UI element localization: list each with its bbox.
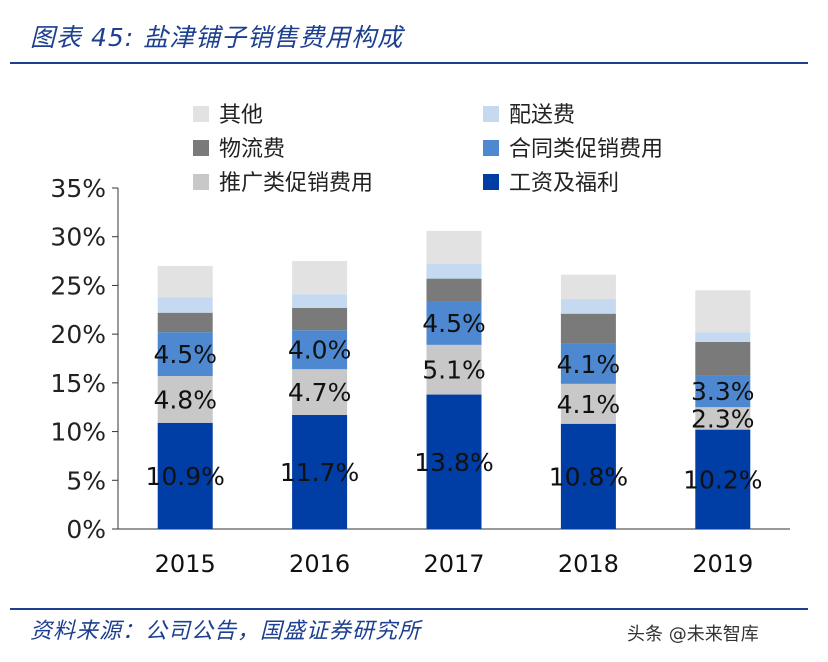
y-tick-label: 20%	[50, 320, 106, 349]
bar-segment	[560, 423, 616, 529]
legend-swatch	[193, 140, 209, 156]
legend-label: 配送费	[509, 103, 575, 128]
bar-segment	[157, 297, 213, 313]
bar-segment	[157, 332, 213, 377]
data-label: 4.1%	[557, 350, 621, 379]
data-label: 4.7%	[288, 378, 352, 407]
legend-swatch	[483, 140, 499, 156]
data-label: 13.8%	[414, 448, 493, 477]
data-label: 10.9%	[145, 462, 224, 491]
watermark: 头条 @未来智库	[627, 624, 759, 645]
x-tick-label: 2016	[289, 550, 350, 578]
bar-segment	[157, 422, 213, 529]
legend-label: 其他	[219, 103, 263, 128]
y-tick-label: 0%	[66, 515, 106, 544]
bar-segment	[560, 299, 616, 314]
x-tick-label: 2017	[423, 550, 484, 578]
header-rule	[10, 62, 808, 64]
bar-segment	[426, 230, 482, 264]
bar-segment	[426, 394, 482, 529]
bar-segment	[695, 341, 751, 376]
legend-label: 物流费	[219, 137, 285, 162]
bar-segment	[560, 343, 616, 384]
x-tick-label: 2019	[692, 550, 753, 578]
bar-segment	[695, 429, 751, 529]
bar-segment	[695, 407, 751, 430]
bar-segment	[695, 332, 751, 342]
footer-rule	[10, 608, 808, 610]
bar-segment	[292, 261, 348, 295]
x-tick-label: 2018	[558, 550, 619, 578]
legend-label: 工资及福利	[509, 171, 619, 196]
bar-segment	[157, 265, 213, 298]
bar-segment	[426, 301, 482, 345]
y-tick-label: 30%	[50, 223, 106, 252]
data-label: 5.1%	[422, 356, 486, 385]
bar-segment	[426, 263, 482, 279]
source-note: 资料来源：公司公告，国盛证券研究所	[30, 619, 422, 644]
data-label: 10.2%	[683, 465, 762, 494]
legend-swatch	[193, 174, 209, 190]
bar-segment	[426, 278, 482, 302]
data-label: 4.1%	[557, 390, 621, 419]
data-label: 11.7%	[280, 458, 359, 487]
bar-segment	[157, 312, 213, 333]
legend-swatch	[483, 106, 499, 122]
bar-segment	[292, 415, 348, 529]
y-tick-label: 15%	[50, 369, 106, 398]
bar-segment	[292, 369, 348, 416]
data-label: 2.3%	[691, 404, 755, 433]
bar-segment	[426, 344, 482, 395]
bar-segment	[157, 376, 213, 423]
data-label: 4.5%	[422, 309, 486, 338]
data-label: 3.3%	[691, 377, 755, 406]
data-label: 4.5%	[153, 340, 217, 369]
chart-title: 图表 45: 盐津铺子销售费用构成	[30, 23, 404, 52]
y-tick-label: 5%	[66, 466, 106, 495]
bar-segment	[695, 375, 751, 408]
bar-segment	[560, 313, 616, 344]
y-tick-label: 35%	[50, 174, 106, 203]
y-tick-label: 10%	[50, 418, 106, 447]
data-label: 10.8%	[549, 462, 628, 491]
bar-segment	[292, 307, 348, 331]
bar-segment	[560, 274, 616, 300]
stacked-bar-chart: 0% 5% 10% 15% 20% 25% 30% 35% 10.9% 4.8% 4.5% 2015 1…	[50, 103, 790, 578]
x-tick-label: 2015	[155, 550, 216, 578]
y-tick-label: 25%	[50, 271, 106, 300]
legend-swatch	[193, 106, 209, 122]
bar-segment	[560, 383, 616, 424]
legend-label: 推广类促销费用	[219, 171, 373, 196]
legend-label: 合同类促销费用	[509, 137, 663, 162]
bar-segment	[695, 290, 751, 333]
bar-segment	[292, 294, 348, 308]
legend-swatch	[483, 174, 499, 190]
bar-segment	[292, 330, 348, 370]
data-label: 4.0%	[288, 336, 352, 365]
data-label: 4.8%	[153, 385, 217, 414]
